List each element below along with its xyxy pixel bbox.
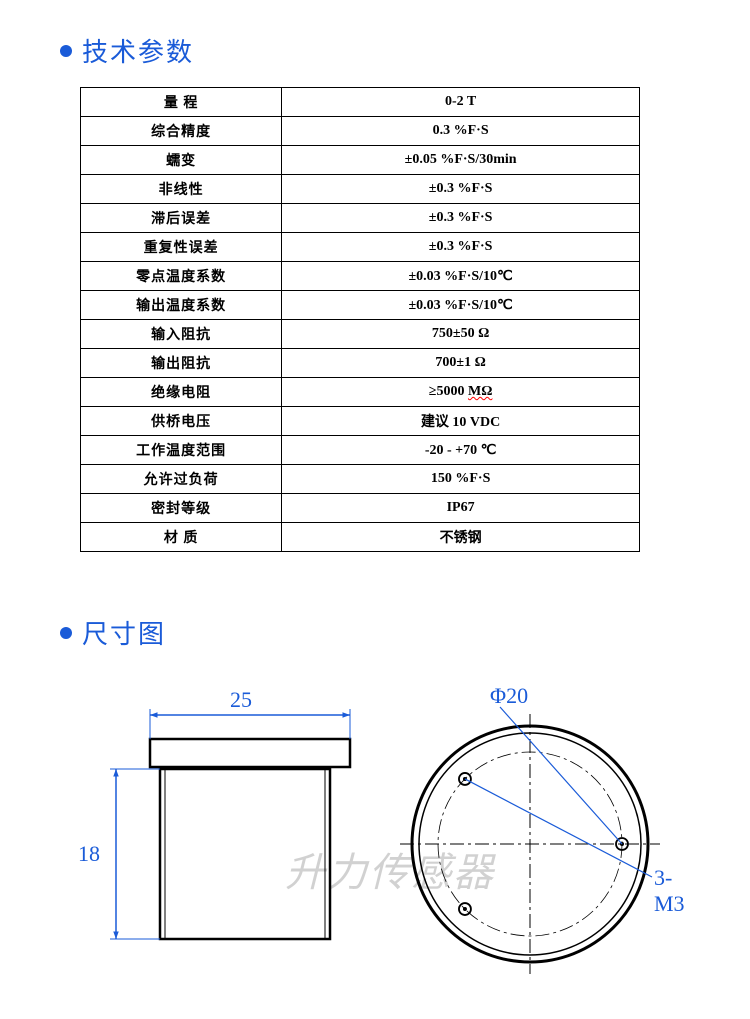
bullet-icon xyxy=(60,627,72,639)
spec-label: 滞后误差 xyxy=(81,204,282,233)
spec-label: 蠕变 xyxy=(81,146,282,175)
dim-label-holes: 3-M3 xyxy=(654,865,690,917)
table-row: 材 质不锈钢 xyxy=(81,523,640,552)
table-row: 允许过负荷150 %F·S xyxy=(81,465,640,494)
spec-value: ±0.03 %F·S/10℃ xyxy=(282,262,640,291)
table-row: 绝缘电阻≥5000 MΩ xyxy=(81,378,640,407)
spec-label: 输入阻抗 xyxy=(81,320,282,349)
spec-value: 建议 10 VDC xyxy=(282,407,640,436)
spec-label: 非线性 xyxy=(81,175,282,204)
spec-value: 0.3 %F·S xyxy=(282,117,640,146)
table-row: 滞后误差±0.3 %F·S xyxy=(81,204,640,233)
spec-label: 重复性误差 xyxy=(81,233,282,262)
spec-label: 输出阻抗 xyxy=(81,349,282,378)
spec-label: 供桥电压 xyxy=(81,407,282,436)
bullet-icon xyxy=(60,45,72,57)
spec-value: 150 %F·S xyxy=(282,465,640,494)
spec-table: 量 程0-2 T综合精度0.3 %F·S蠕变±0.05 %F·S/30min非线… xyxy=(80,87,640,552)
spec-label: 综合精度 xyxy=(81,117,282,146)
section-title-dims: 尺寸图 xyxy=(82,614,166,651)
spec-value: 不锈钢 xyxy=(282,523,640,552)
dimension-diagram: 25 18 Φ20 3-M3 升力传感器 xyxy=(60,669,690,989)
dim-label-phi: Φ20 xyxy=(490,683,528,709)
spec-label: 材 质 xyxy=(81,523,282,552)
table-row: 重复性误差±0.3 %F·S xyxy=(81,233,640,262)
table-row: 输出阻抗700±1 Ω xyxy=(81,349,640,378)
table-row: 输出温度系数±0.03 %F·S/10℃ xyxy=(81,291,640,320)
table-row: 量 程0-2 T xyxy=(81,88,640,117)
spec-value: ±0.3 %F·S xyxy=(282,204,640,233)
table-row: 密封等级IP67 xyxy=(81,494,640,523)
spec-label: 密封等级 xyxy=(81,494,282,523)
spec-value: 0-2 T xyxy=(282,88,640,117)
spec-label: 工作温度范围 xyxy=(81,436,282,465)
table-row: 零点温度系数±0.03 %F·S/10℃ xyxy=(81,262,640,291)
spec-value: ±0.3 %F·S xyxy=(282,233,640,262)
spec-value: 750±50 Ω xyxy=(282,320,640,349)
spec-value: ±0.05 %F·S/30min xyxy=(282,146,640,175)
spec-label: 允许过负荷 xyxy=(81,465,282,494)
table-row: 工作温度范围-20 - +70 ℃ xyxy=(81,436,640,465)
section-header-dims: 尺寸图 xyxy=(60,614,690,651)
section-header-specs: 技术参数 xyxy=(60,32,690,69)
spec-value: -20 - +70 ℃ xyxy=(282,436,640,465)
table-row: 输入阻抗750±50 Ω xyxy=(81,320,640,349)
spec-value: 700±1 Ω xyxy=(282,349,640,378)
spec-value: ±0.3 %F·S xyxy=(282,175,640,204)
spec-value: ≥5000 MΩ xyxy=(282,378,640,407)
spec-value: IP67 xyxy=(282,494,640,523)
table-row: 蠕变±0.05 %F·S/30min xyxy=(81,146,640,175)
spec-label: 零点温度系数 xyxy=(81,262,282,291)
table-row: 综合精度0.3 %F·S xyxy=(81,117,640,146)
spec-label: 绝缘电阻 xyxy=(81,378,282,407)
diagram-svg xyxy=(60,669,690,989)
spec-label: 量 程 xyxy=(81,88,282,117)
spec-value: ±0.03 %F·S/10℃ xyxy=(282,291,640,320)
table-row: 非线性±0.3 %F·S xyxy=(81,175,640,204)
table-row: 供桥电压建议 10 VDC xyxy=(81,407,640,436)
spec-label: 输出温度系数 xyxy=(81,291,282,320)
dim-label-width: 25 xyxy=(230,687,252,713)
dim-label-height: 18 xyxy=(78,841,100,867)
section-title-specs: 技术参数 xyxy=(82,32,194,69)
